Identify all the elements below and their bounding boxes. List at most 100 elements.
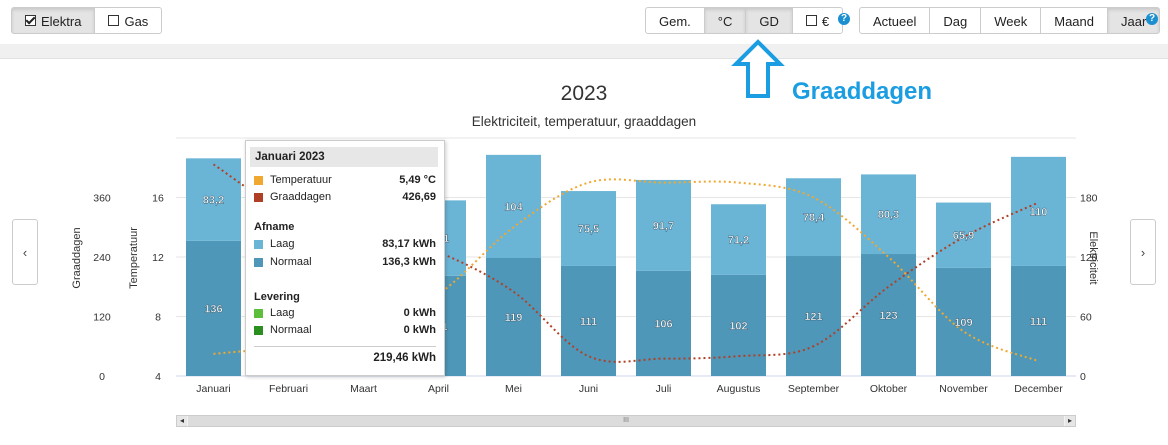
bar-label-normaal: 121	[804, 311, 822, 323]
tooltip-row-afname-normaal: Normaal 136,3 kWh	[254, 256, 436, 270]
bar-label-laag: 83,2	[203, 195, 224, 207]
bar-laag	[861, 174, 916, 255]
bar-label-normaal: 119	[505, 312, 523, 324]
previous-period-button[interactable]: ‹	[12, 219, 38, 285]
bar-label-normaal: 136	[204, 303, 222, 315]
units-toggle: Gem. °C GD €	[645, 7, 844, 34]
period-actueel-button[interactable]: Actueel	[859, 7, 931, 34]
tooltip-total: 219,46 kWh	[373, 352, 436, 364]
laag-swatch	[254, 240, 263, 249]
x-tick-label: Juli	[656, 383, 672, 395]
graaddagen-swatch	[254, 193, 263, 202]
gd-button[interactable]: GD	[745, 7, 793, 34]
chart-tooltip: Januari 2023 Temperatuur 5,49 °C Graadda…	[245, 140, 445, 376]
graaddagen-tick-label: 120	[93, 312, 111, 324]
bar-normaal	[711, 274, 766, 376]
tooltip-row-levering-laag: Laag 0 kWh	[254, 307, 436, 321]
toolbar-divider	[0, 44, 1168, 59]
up-arrow-icon	[731, 39, 785, 98]
next-period-button[interactable]: ›	[1130, 219, 1156, 285]
temperatuur-tick-label: 8	[155, 312, 161, 324]
elektriciteit-tick-label: 60	[1080, 312, 1092, 324]
bar-normaal	[486, 257, 541, 376]
chart-scrollbar[interactable]: ◂ III ▸	[176, 415, 1076, 427]
period-help-icon[interactable]: ?	[1146, 13, 1158, 25]
scroll-left-icon[interactable]: ◂	[177, 416, 187, 426]
bar-normaal	[861, 254, 916, 376]
levering-laag-swatch	[254, 309, 263, 318]
bar-label-normaal: 111	[1030, 316, 1047, 328]
bar-label-laag: 104	[504, 201, 523, 213]
bar-normaal	[561, 265, 616, 376]
period-maand-button[interactable]: Maand	[1040, 7, 1108, 34]
bar-label-laag: 75,5	[578, 223, 599, 235]
bar-laag	[936, 202, 991, 268]
energy-type-toggle: Elektra Gas	[11, 7, 163, 34]
bar-label-laag: 78,4	[803, 212, 825, 224]
bar-label-normaal: 111	[580, 316, 597, 328]
celsius-button[interactable]: °C	[703, 7, 747, 34]
x-tick-label: Augustus	[717, 383, 761, 395]
bar-label-normaal: 123	[879, 310, 897, 322]
bar-laag	[786, 178, 841, 257]
elektriciteit-tick-label: 0	[1080, 371, 1086, 383]
scroll-right-icon[interactable]: ▸	[1065, 416, 1075, 426]
units-help-icon[interactable]: ?	[838, 13, 850, 25]
euro-button[interactable]: €	[791, 7, 844, 34]
elektriciteit-axis-title: Elektriciteit	[1087, 231, 1099, 284]
bar-laag	[486, 154, 541, 258]
bar-normaal	[786, 256, 841, 376]
graaddagen-axis-title: Graaddagen	[71, 227, 83, 288]
temperatuur-tick-label: 12	[152, 252, 164, 264]
gas-button[interactable]: Gas	[94, 7, 163, 34]
tooltip-levering-heading: Levering	[254, 291, 300, 303]
x-tick-label: Oktober	[870, 383, 908, 395]
chart-subtitle: Elektriciteit, temperatuur, graaddagen	[471, 114, 697, 129]
graaddagen-tick-label: 0	[99, 371, 105, 383]
levering-normaal-swatch	[254, 326, 263, 335]
x-tick-label: Februari	[269, 383, 308, 395]
gas-checkbox-icon	[108, 15, 120, 26]
tooltip-row-graaddagen: Graaddagen 426,69	[254, 191, 436, 205]
bar-label-laag: 91,7	[653, 220, 674, 232]
x-tick-label: Juni	[579, 383, 598, 395]
temperatuur-tick-label: 4	[155, 371, 161, 383]
euro-checkbox-icon	[805, 15, 817, 26]
x-tick-label: November	[939, 383, 988, 395]
temperatuur-tick-label: 16	[152, 193, 164, 205]
bar-label-normaal: 109	[954, 317, 972, 329]
normaal-swatch	[254, 258, 263, 267]
bar-label-laag: 71,2	[728, 235, 749, 247]
x-tick-label: Januari	[196, 383, 230, 395]
bar-label-laag: 110	[1030, 206, 1048, 218]
tooltip-afname-heading: Afname	[254, 221, 295, 233]
elektra-checkbox-icon	[25, 15, 36, 26]
elektriciteit-tick-label: 180	[1080, 193, 1098, 205]
period-toggle: Actueel Dag Week Maand Jaar	[859, 7, 1161, 34]
bar-laag	[1011, 156, 1066, 266]
bar-laag	[636, 179, 691, 271]
bar-label-laag: 65,9	[953, 230, 974, 242]
x-tick-label: Maart	[350, 383, 377, 395]
bar-label-normaal: 102	[729, 320, 747, 332]
period-dag-button[interactable]: Dag	[929, 7, 982, 34]
tooltip-title: Januari 2023	[250, 147, 438, 167]
x-tick-label: September	[788, 383, 840, 395]
temperatuur-swatch	[254, 176, 263, 185]
bar-label-laag: 80,3	[878, 209, 899, 221]
x-tick-label: Mei	[505, 383, 522, 395]
toolbar: Elektra Gas Gem. °C GD € ? Actueel Dag W…	[0, 0, 1168, 44]
bar-normaal	[636, 270, 691, 376]
bar-label-normaal: 106	[654, 318, 672, 330]
scrollbar-thumb[interactable]: III	[188, 416, 1064, 426]
graaddagen-tick-label: 360	[93, 193, 111, 205]
bar-laag	[186, 158, 241, 241]
x-tick-label: December	[1014, 383, 1063, 395]
elektriciteit-tick-label: 120	[1080, 252, 1098, 264]
x-tick-label: April	[428, 383, 449, 395]
graaddagen-annotation: Graaddagen	[792, 78, 933, 105]
chart-title: 2023	[560, 82, 608, 105]
tooltip-divider	[254, 346, 436, 347]
elektra-button[interactable]: Elektra	[11, 7, 96, 34]
